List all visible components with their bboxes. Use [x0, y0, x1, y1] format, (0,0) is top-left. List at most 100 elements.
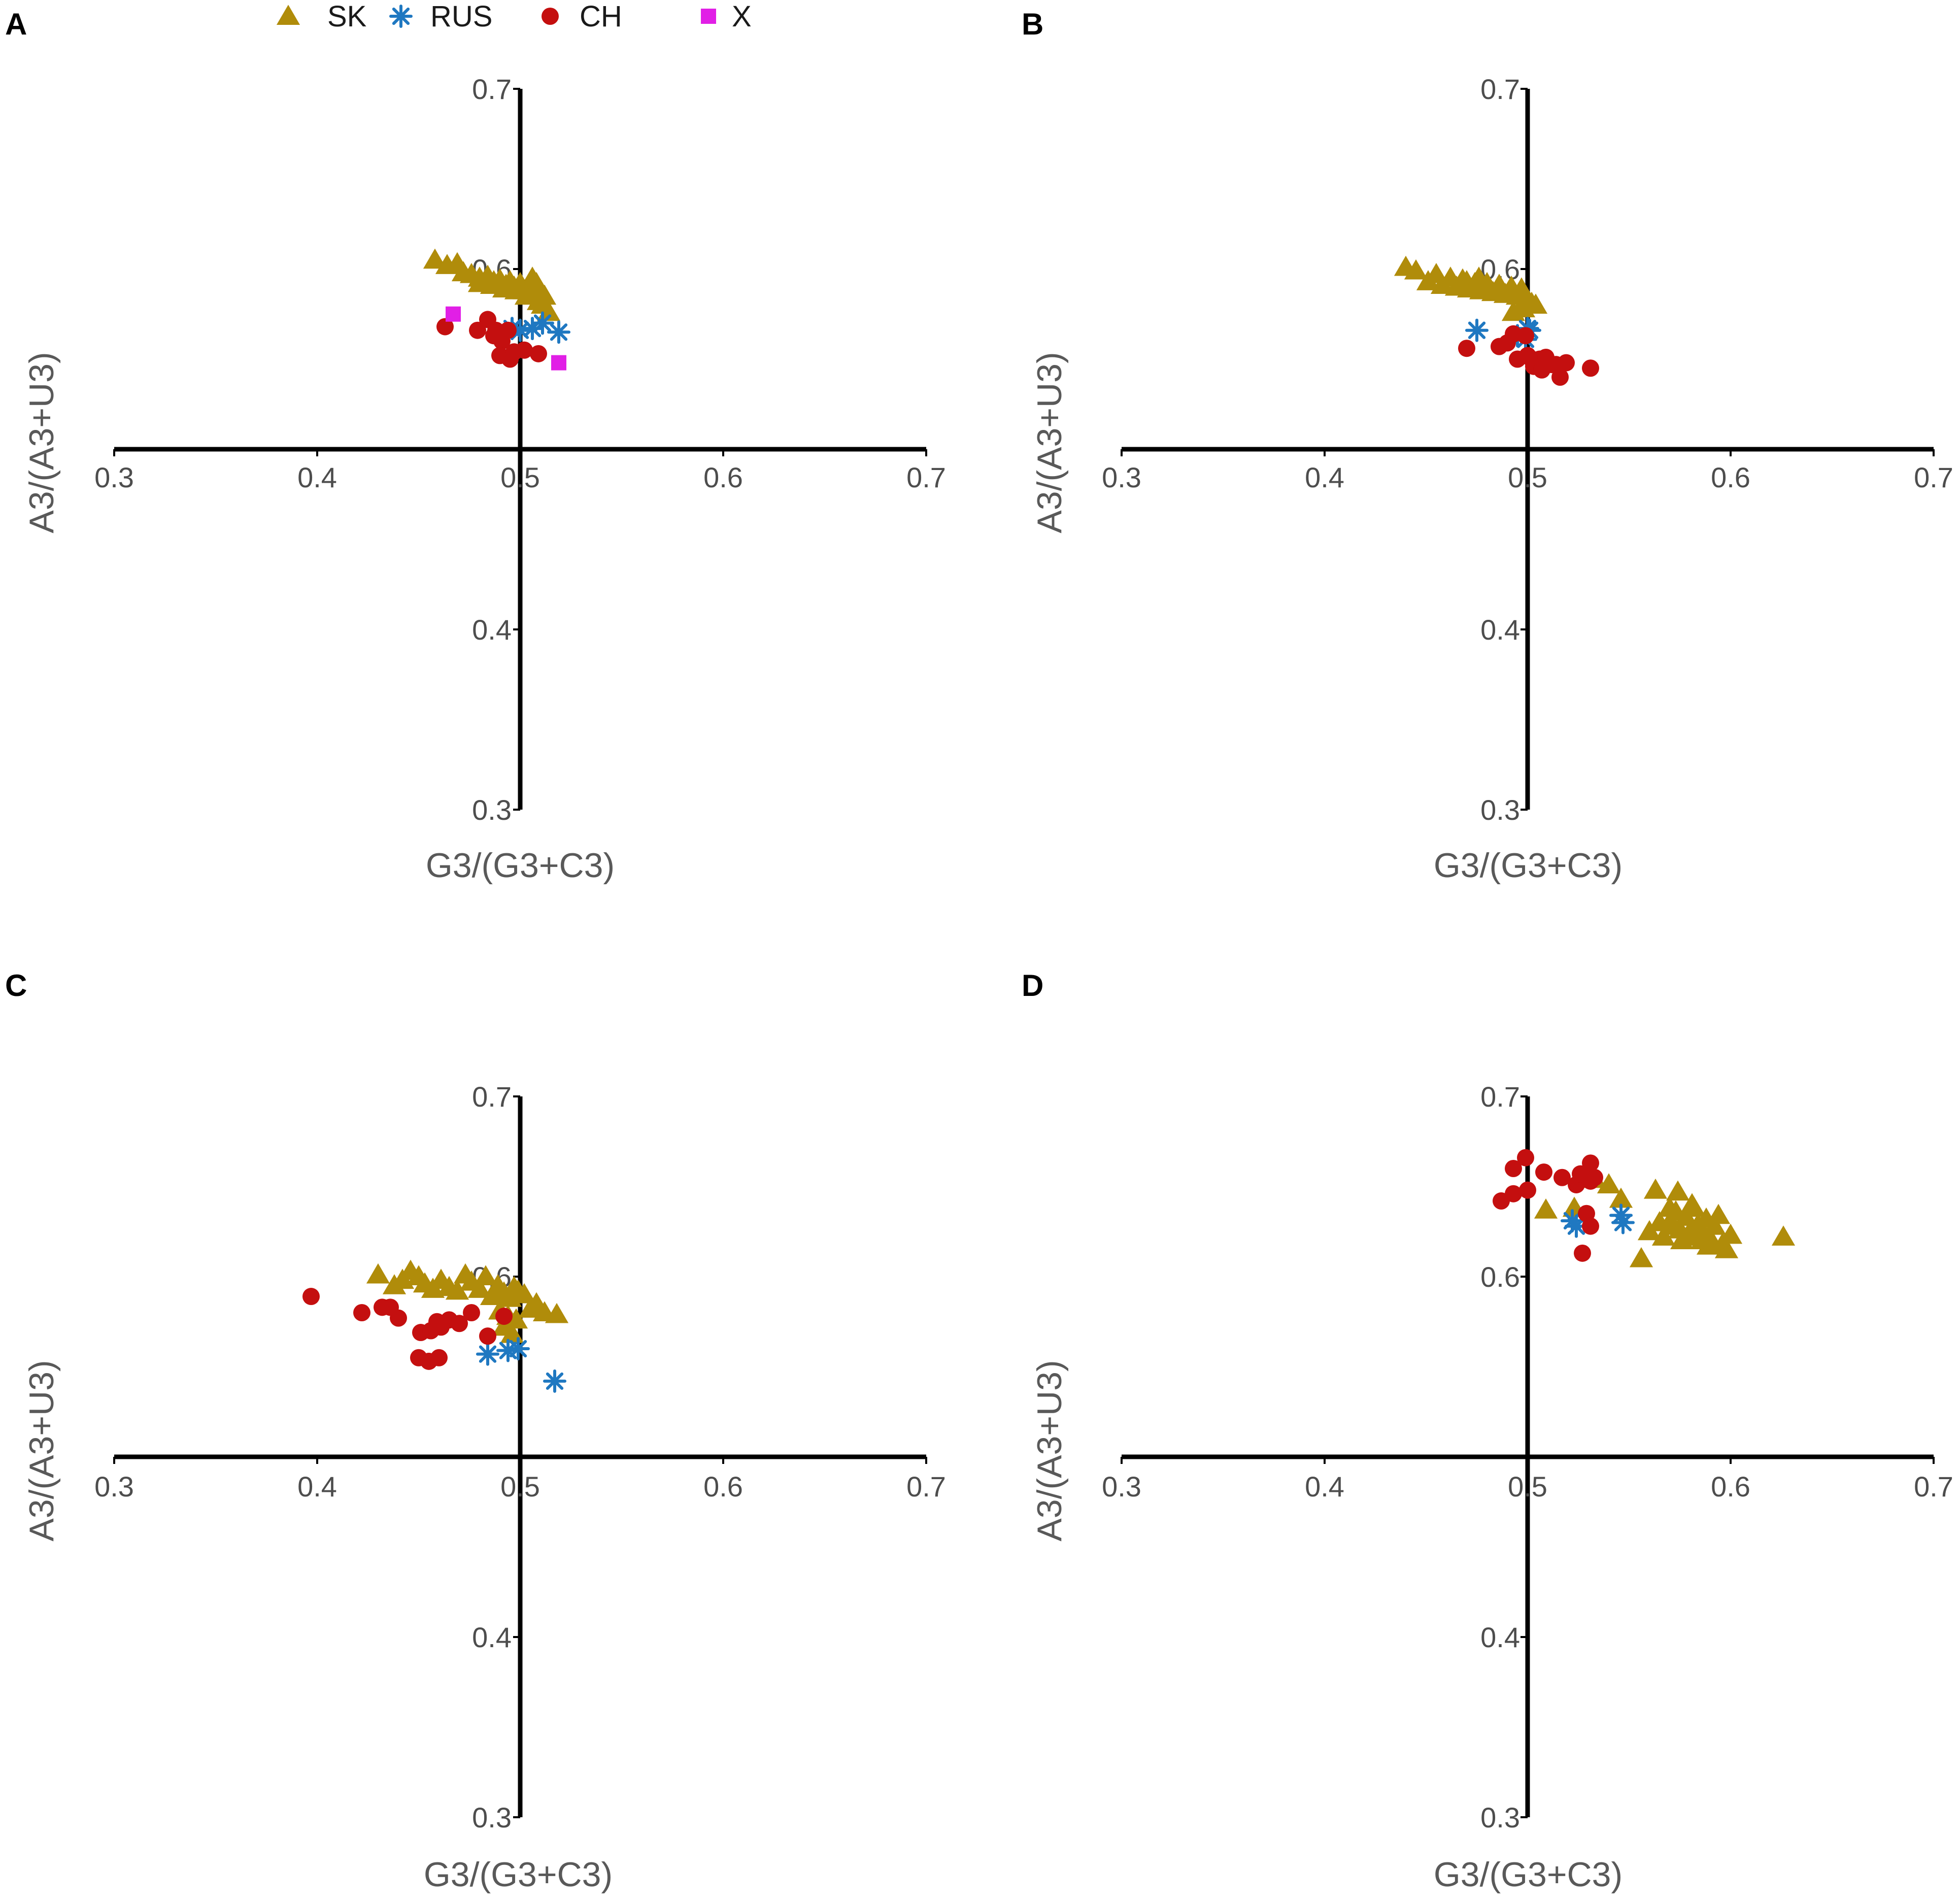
data-point-ch — [1505, 1160, 1522, 1177]
y-tick-label: 0.4 — [472, 614, 512, 646]
data-point-sk — [1643, 1178, 1668, 1199]
data-point-sk — [1664, 1200, 1688, 1221]
panel-a: A G3/(G3+C3) A3/(A3+U3) 0.3 0.4 0.5 0.6 0.7 0… — [5, 7, 946, 885]
data-point-sk — [1534, 1198, 1558, 1219]
data-point-ch — [485, 327, 502, 345]
data-point-ch — [1551, 369, 1569, 386]
data-point-sk — [1651, 1225, 1676, 1246]
data-point-rus — [531, 311, 554, 335]
data-point-rus-stroke — [533, 314, 552, 332]
data-point-ch — [1458, 340, 1475, 357]
x-axis-title: G3/(G3+C3) — [1434, 846, 1623, 885]
y-tick-label: 0.7 — [1480, 1081, 1520, 1113]
data-point-rus — [543, 1369, 566, 1393]
axes — [113, 88, 927, 811]
series-ch — [302, 1288, 513, 1370]
data-point-ch — [1519, 1181, 1536, 1199]
series-rus — [476, 1337, 566, 1393]
data-point-rus — [1565, 1214, 1588, 1238]
data-point-sk — [1714, 1238, 1739, 1258]
data-point-ch — [451, 1315, 468, 1332]
data-point-sk — [545, 1303, 569, 1323]
data-point-ch — [1505, 1185, 1522, 1203]
data-point-ch — [469, 321, 486, 339]
x-tick-label: 0.6 — [1711, 1471, 1750, 1503]
legend-item-ch: CH — [542, 0, 622, 33]
data-point-rus-stroke — [509, 1340, 527, 1358]
data-point-x — [551, 355, 566, 371]
legend-label-ch: CH — [580, 0, 622, 33]
data-points — [1394, 255, 1599, 386]
y-tick-label: 0.3 — [1480, 1801, 1520, 1833]
data-point-sk — [423, 248, 447, 269]
x-tick-label: 0.7 — [906, 461, 946, 493]
x-tick-label: 0.3 — [94, 461, 134, 493]
x-tick-label: 0.7 — [1914, 461, 1953, 493]
data-point-ch — [430, 1349, 448, 1366]
data-point-sk — [1718, 1223, 1743, 1244]
data-point-rus-stroke — [499, 1342, 517, 1359]
legend-marker-ch-shape — [542, 8, 559, 25]
legend-item-rus: RUS — [389, 0, 492, 33]
data-point-rus — [547, 320, 570, 344]
x-tick-label: 0.4 — [297, 1471, 337, 1503]
data-point-rus — [1611, 1211, 1635, 1234]
data-point-sk — [1771, 1225, 1796, 1246]
data-point-rus-stroke — [1612, 1207, 1630, 1224]
data-point-sk — [467, 1278, 492, 1298]
x-tick-label: 0.5 — [500, 1471, 540, 1503]
x-tick-label: 0.5 — [1508, 461, 1547, 493]
data-point-ch — [1582, 1154, 1599, 1172]
panel-d: D G3/(G3+C3) A3/(A3+U3) 0.3 0.4 0.5 0.6 0.70… — [1022, 969, 1953, 1894]
data-point-sk — [1467, 266, 1491, 287]
x-axis-title: G3/(G3+C3) — [424, 1855, 613, 1894]
data-point-rus-stroke — [550, 323, 568, 341]
data-point-sk — [514, 284, 538, 305]
data-point-sk — [1609, 1187, 1633, 1208]
y-axis-title: A3/(A3+U3) — [1030, 352, 1069, 533]
data-point-ch — [302, 1288, 320, 1306]
series-sk — [1534, 1167, 1796, 1267]
legend: SK RUS CH X — [276, 0, 752, 33]
x-tick-label: 0.6 — [703, 461, 743, 493]
data-point-sk — [1404, 259, 1428, 280]
x-tick-label: 0.5 — [1508, 1471, 1547, 1503]
data-point-sk — [1688, 1222, 1712, 1242]
legend-label-sk: SK — [327, 0, 367, 33]
data-point-rus-stroke — [546, 1372, 564, 1390]
x-tick-label: 0.4 — [1305, 461, 1344, 493]
x-tick-label: 0.7 — [1914, 1471, 1953, 1503]
axes — [1121, 88, 1935, 811]
data-point-sk — [445, 1279, 469, 1300]
y-axis-title: A3/(A3+U3) — [22, 1360, 61, 1541]
y-tick-label: 0.6 — [1480, 1261, 1520, 1293]
data-point-sk — [504, 1308, 528, 1329]
y-tick-label: 0.7 — [472, 1081, 512, 1113]
panel-letter: D — [1022, 969, 1043, 1003]
data-point-ch — [530, 345, 547, 362]
data-point-rus — [509, 318, 532, 342]
series-rus — [1561, 1204, 1635, 1238]
data-point-sk — [1597, 1173, 1621, 1193]
legend-item-sk: SK — [276, 0, 367, 33]
data-point-ch — [1535, 1163, 1552, 1181]
data-points — [302, 1259, 569, 1393]
axes — [113, 1095, 927, 1818]
x-tick-label: 0.6 — [703, 1471, 743, 1503]
panel-c: C G3/(G3+C3) A3/(A3+U3) 0.3 0.4 0.5 0.6 0.7 0… — [5, 969, 946, 1894]
legend-item-x: X — [701, 0, 752, 33]
axes — [1121, 1095, 1935, 1818]
data-point-ch — [1558, 354, 1575, 372]
data-point-rus-stroke — [511, 321, 529, 339]
data-point-ch — [353, 1304, 370, 1321]
data-point-sk — [1511, 297, 1536, 318]
legend-marker-x-shape — [701, 9, 716, 24]
series-sk — [366, 1259, 569, 1343]
data-point-ch — [495, 1308, 513, 1325]
panel-letter: A — [5, 7, 27, 41]
data-point-ch — [1586, 1169, 1603, 1186]
x-tick-label: 0.6 — [1711, 461, 1750, 493]
panel-letter: B — [1022, 7, 1043, 41]
